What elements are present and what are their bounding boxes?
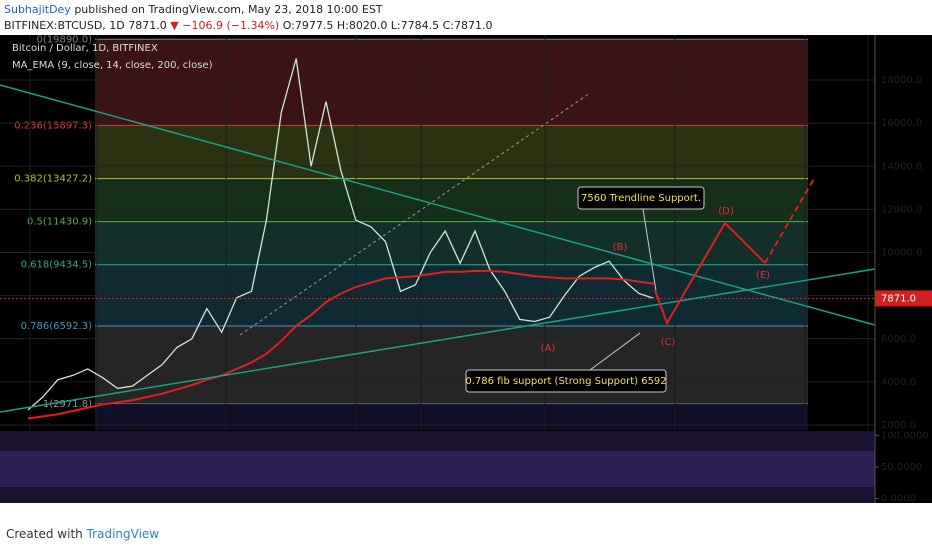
trendline — [239, 92, 591, 336]
fib-label: 0.236(15897.3) — [14, 120, 92, 131]
created: Created with — [6, 527, 83, 541]
wave-label: (A) — [541, 343, 556, 354]
y-tick-label: 4000.0 — [881, 377, 916, 388]
y-tick-label: 12000.0 — [881, 204, 922, 215]
fib-label: 0.786(6592.3) — [21, 321, 93, 332]
wave-label: (D) — [718, 206, 734, 217]
y-tick-label: 50.0000 — [881, 462, 922, 473]
indicator: MA_EMA (9, close, 14, close, 200, close) — [12, 60, 213, 71]
series-line — [27, 58, 655, 411]
wave-path — [654, 221, 766, 326]
y-tick-label: 6000.0 — [881, 334, 916, 345]
stoch-band — [0, 451, 875, 487]
wave-path — [764, 176, 816, 264]
series-line — [27, 269, 654, 420]
callout — [589, 332, 641, 371]
trendline — [0, 268, 876, 413]
footer: Created with TradingView — [6, 527, 159, 541]
header: SubhajitDey published on TradingView.com… — [4, 2, 493, 34]
y-tick-label: 100.0000 — [881, 430, 929, 441]
fib-zone — [95, 125, 808, 179]
y-tick-label: 0.0000 — [881, 494, 916, 505]
y-tick-label: 14000.0 — [881, 161, 922, 172]
wave-label: (B) — [613, 242, 628, 253]
last: 7871.0 — [128, 19, 167, 32]
y-tick-label: 2000.0 — [881, 420, 916, 431]
fib-label: 1(2971.8) — [43, 399, 92, 410]
author[interactable]: SubhajitDey — [4, 3, 71, 16]
fib-label: 0(19890.0) — [36, 35, 92, 45]
symbol: BITFINEX:BTCUSD, 1D — [4, 19, 125, 32]
annotation-box — [465, 369, 667, 393]
y-tick-label: 18000.0 — [881, 75, 922, 86]
chart: 0(19890.0) 0.236(15897.3) 0.382(13427.2) 0.… — [0, 35, 932, 523]
title: Bitcoin / Dollar, 1D, BITFINEX — [12, 43, 158, 54]
published: published on TradingView.com, May 23, 20… — [74, 3, 383, 16]
fib-zone — [95, 404, 808, 430]
last-price-box — [875, 290, 932, 307]
fib-label: 0.5(11430.9) — [27, 217, 92, 228]
trendline — [0, 84, 876, 326]
brand[interactable]: TradingView — [86, 527, 160, 541]
change: ▼ −106.9 (−1.34%) — [170, 19, 280, 32]
wave-label: (C) — [661, 337, 676, 348]
annotation-box — [577, 186, 705, 210]
fib-zone — [95, 39, 808, 126]
ohlc: O:7977.5 H:8020.0 L:7784.5 C:7871.0 — [282, 19, 493, 32]
fib-label: 0.382(13427.2) — [14, 174, 92, 185]
fib-label: 0.618(9434.5) — [21, 260, 93, 271]
y-tick-label: 10000.0 — [881, 248, 922, 259]
wave-label: (E) — [756, 270, 770, 281]
y-tick-label: 16000.0 — [881, 118, 922, 129]
last-price-label: 7871.0 — [881, 293, 916, 304]
annotation: 7560 Trendline Support. — [581, 193, 701, 204]
callout — [642, 208, 657, 292]
x-axis — [0, 503, 932, 523]
annotation: 0.786 fib support (Strong Support) 6592 — [465, 376, 666, 387]
